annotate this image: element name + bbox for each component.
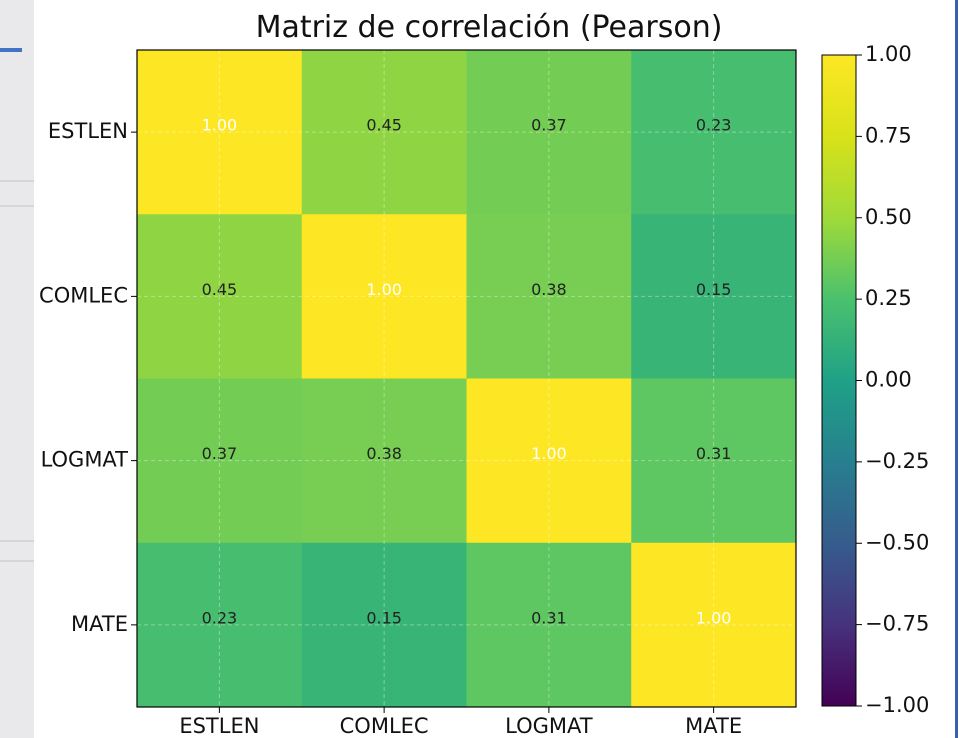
x-tick-label: MATE <box>685 714 742 738</box>
y-tick-label: LOGMAT <box>41 448 129 472</box>
cell-value-label: 0.45 <box>366 116 402 135</box>
heatmap-cell <box>301 542 467 708</box>
heatmap-cell <box>301 50 467 215</box>
y-tick-label: COMLEC <box>39 283 128 307</box>
x-tick-label: ESTLEN <box>179 714 259 738</box>
colorbar-tick-label: −0.75 <box>865 612 929 636</box>
cell-value-label: 0.38 <box>531 280 567 299</box>
y-tick-label: MATE <box>71 612 128 636</box>
colorbar <box>821 54 857 707</box>
cell-value-label: 1.00 <box>531 444 567 463</box>
heatmap-cell <box>301 378 467 544</box>
plot-frame <box>136 49 797 708</box>
heatmap-cell <box>466 378 632 544</box>
heatmap-cell <box>137 378 303 544</box>
cell-value-label: 0.37 <box>202 444 238 463</box>
heatmap-cell <box>631 50 797 215</box>
gridlines <box>137 50 796 707</box>
colorbar-tick-label: 0.00 <box>865 368 912 392</box>
chart-title: Matriz de correlación (Pearson) <box>256 10 723 45</box>
cell-value-label: 0.15 <box>366 608 402 627</box>
heatmap-cell <box>631 214 797 379</box>
heatmap-cell <box>631 378 797 544</box>
cell-value-label: 0.23 <box>696 116 732 135</box>
heatmap-cell <box>466 214 632 379</box>
divider <box>0 540 34 542</box>
heatmap-cell <box>631 542 797 708</box>
y-axis: ESTLEN COMLEC LOGMAT MATE <box>39 119 137 636</box>
colorbar-tick-label: 0.75 <box>865 123 912 147</box>
colorbar-ticks: 1.00 0.75 0.50 0.25 0.00 −0.25 −0.50 −0.75 −1.00 <box>856 42 929 717</box>
sidebar-strip <box>0 0 34 738</box>
colorbar-tick-label: 1.00 <box>865 42 912 66</box>
x-axis: ESTLEN COMLEC LOGMAT MATE <box>179 707 742 738</box>
heatmap-cell <box>301 214 467 379</box>
cell-value-label: 0.15 <box>696 280 732 299</box>
heatmap-cell <box>466 542 632 708</box>
y-tick-label: ESTLEN <box>48 119 128 143</box>
cell-value-label: 0.31 <box>531 608 567 627</box>
colorbar-tick-label: 0.50 <box>865 205 912 229</box>
cell-value-label: 0.31 <box>696 444 732 463</box>
heatmap-cell <box>137 542 303 708</box>
heatmap-cell <box>137 50 303 215</box>
divider <box>0 560 34 562</box>
heatmap-cells: 1.00 0.45 0.37 0.23 0.45 1.00 0.38 0.15 0.37 0.38… <box>137 50 797 708</box>
heatmap-cell <box>466 50 632 215</box>
colorbar-tick-label: −0.25 <box>865 449 929 473</box>
accent-bar <box>0 48 22 52</box>
cell-value-label: 1.00 <box>696 608 732 627</box>
cell-value-label: 0.45 <box>202 280 238 299</box>
x-tick-label: COMLEC <box>340 714 429 738</box>
cell-value-label: 1.00 <box>202 116 238 135</box>
cell-value-label: 0.37 <box>531 116 567 135</box>
colorbar-tick-label: −0.50 <box>865 530 929 554</box>
heatmap-cell <box>137 214 303 379</box>
x-tick-label: LOGMAT <box>505 714 593 738</box>
page-border <box>955 0 958 738</box>
cell-value-label: 1.00 <box>366 280 402 299</box>
colorbar-tick-label: 0.25 <box>865 286 912 310</box>
colorbar-tick-label: −1.00 <box>865 693 929 717</box>
cell-value-label: 0.23 <box>202 608 238 627</box>
cell-value-label: 0.38 <box>366 444 402 463</box>
divider <box>0 205 34 207</box>
divider <box>0 180 34 182</box>
